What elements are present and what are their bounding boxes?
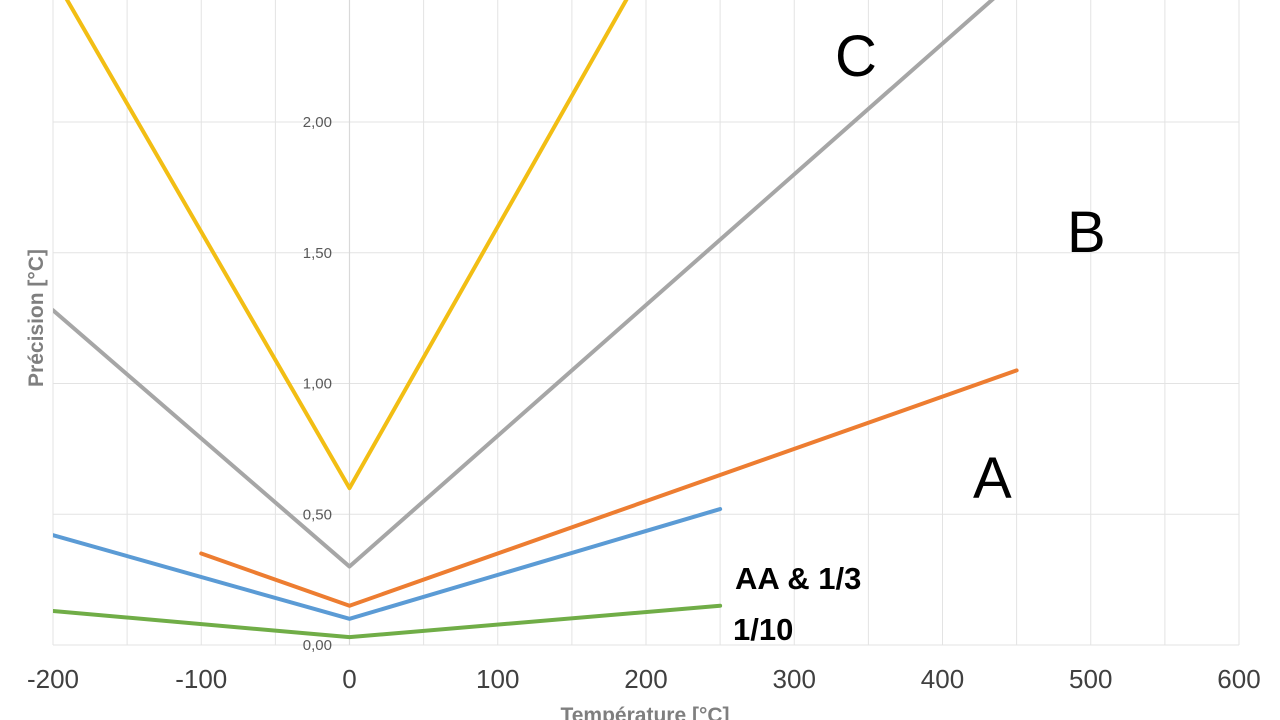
series-label-1-10: 1/10 [733, 612, 793, 647]
grid [52, 0, 1240, 646]
series-line-a [199, 368, 1019, 608]
x-tick-label: 400 [921, 664, 964, 694]
x-axis-title: Température [°C] [560, 704, 729, 720]
x-tick-label: 0 [342, 664, 356, 694]
x-tick-label: 600 [1217, 664, 1260, 694]
y-tick-label: 1,50 [303, 245, 332, 262]
y-axis-title: Précision [°C] [25, 249, 48, 387]
series-label-a: A [973, 446, 1012, 511]
x-tick-label: 300 [773, 664, 816, 694]
y-tick-label: 2,00 [303, 114, 332, 131]
y-tick-labels: 0,000,501,001,502,002,503,003,504,004,50 [303, 0, 332, 654]
y-tick-label: 1,00 [303, 376, 332, 393]
series-labels: C B A AA & 1/3 1/10 [733, 24, 1106, 647]
series-line-1-10 [53, 603, 723, 640]
series-line-aa-1-3 [53, 507, 723, 621]
y-tick-label: 0,50 [303, 506, 332, 523]
series-label-b: B [1067, 200, 1106, 265]
series-lines [53, 0, 1019, 640]
series-line-c [64, 0, 629, 491]
x-tick-label: -200 [27, 664, 79, 694]
x-tick-labels: -200 -100 0 100 200 300 400 500 600 [27, 664, 1261, 694]
x-tick-label: 200 [624, 664, 667, 694]
x-tick-label: 500 [1069, 664, 1112, 694]
series-label-aa-1-3: AA & 1/3 [735, 561, 861, 596]
x-tick-label: -100 [175, 664, 227, 694]
y-tick-label: 0,00 [303, 637, 332, 654]
x-tick-label: 100 [476, 664, 519, 694]
series-line-b [53, 0, 995, 569]
series-label-c: C [835, 24, 877, 89]
